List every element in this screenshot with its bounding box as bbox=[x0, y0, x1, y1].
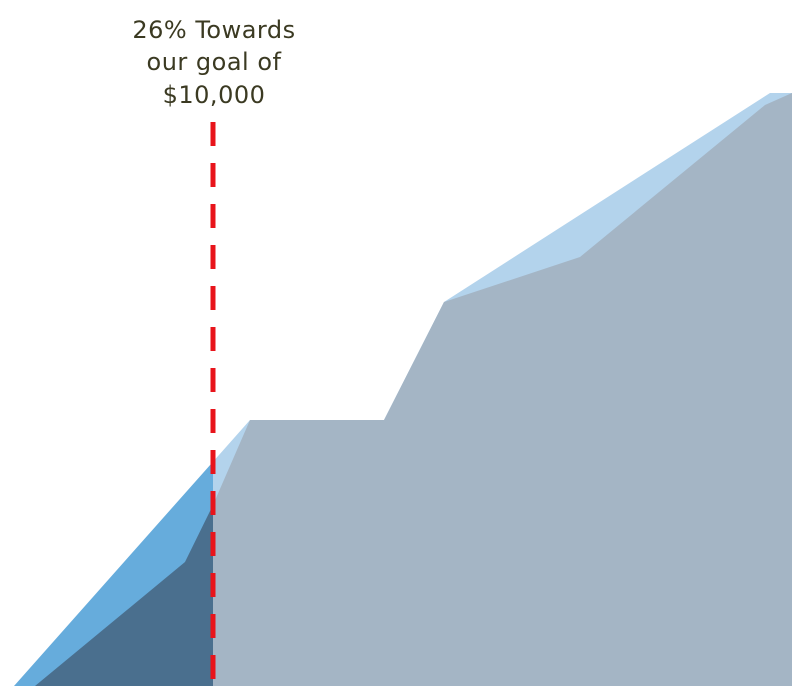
future-area bbox=[213, 93, 792, 686]
progress-area bbox=[14, 461, 213, 686]
annotation-line: our goal of bbox=[147, 48, 282, 76]
actual-area bbox=[213, 93, 792, 686]
actual-area-done bbox=[35, 505, 213, 686]
annotation-line: 26% Towards bbox=[132, 16, 295, 44]
annotation-line: $10,000 bbox=[163, 81, 266, 109]
